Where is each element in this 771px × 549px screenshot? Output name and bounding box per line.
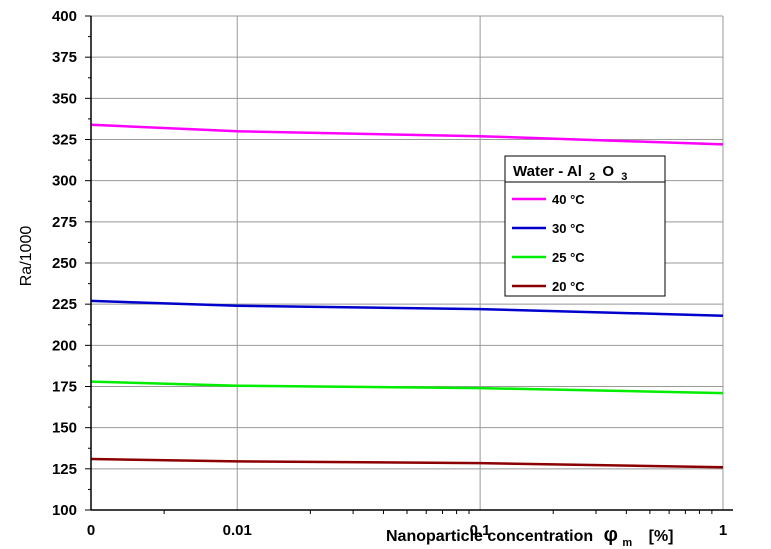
y-tick-label: 125 <box>52 461 77 478</box>
y-tick-label: 350 <box>52 90 77 107</box>
y-tick-label: 150 <box>52 420 77 437</box>
y-tick-label: 275 <box>52 214 77 231</box>
x-tick-label: 0 <box>87 522 95 539</box>
x-tick-label: 0.01 <box>223 522 252 539</box>
legend-title: Water - Al 2 O 3 <box>513 163 627 184</box>
y-tick-label: 375 <box>52 49 77 66</box>
y-tick-label: 225 <box>52 296 77 313</box>
x-axis-label-symbol: φ <box>604 524 618 546</box>
x-axis-label: Nanoparticle concentration φ m [%] <box>386 524 674 549</box>
legend: Water - Al 2 O 3 40 °C 30 °C 25 °C 20 °C <box>504 155 666 297</box>
y-tick-label: 400 <box>52 8 77 25</box>
y-tick-label: 100 <box>52 502 77 519</box>
y-tick-label: 250 <box>52 255 77 272</box>
y-tick-label: 200 <box>52 337 77 354</box>
x-axis-label-main: Nanoparticle concentration <box>386 528 593 545</box>
series-line-30c <box>90 299 724 317</box>
series-line-20c <box>90 457 724 469</box>
series-lines <box>90 123 724 469</box>
x-axis-label-subscript: m <box>622 537 632 549</box>
legend-items: 40 °C 30 °C 25 °C 20 °C <box>512 192 585 294</box>
legend-label: 25 °C <box>552 250 585 265</box>
x-tick-label: 1 <box>719 522 727 539</box>
series-line-25c <box>90 380 724 395</box>
y-tick-label: 325 <box>52 132 77 149</box>
y-tick-label: 300 <box>52 173 77 190</box>
x-axis-label-unit: [%] <box>649 528 674 545</box>
x-tick-label: 0.1 <box>470 522 491 539</box>
legend-box <box>504 155 666 297</box>
tick-labels: 100 125 150 175 200 225 250 275 300 325 350 375 400 0… <box>52 8 727 539</box>
y-axis-label: Ra/1000 <box>18 226 35 287</box>
svg-text:Nanoparticle concentration: Nanoparticle concentration φ m [%] <box>386 524 674 549</box>
series-line-40c <box>90 123 724 146</box>
axes <box>85 15 733 514</box>
legend-label: 40 °C <box>552 192 585 207</box>
y-tick-label: 175 <box>52 379 77 396</box>
grid <box>90 15 724 511</box>
legend-label: 20 °C <box>552 279 585 294</box>
legend-label: 30 °C <box>552 221 585 236</box>
